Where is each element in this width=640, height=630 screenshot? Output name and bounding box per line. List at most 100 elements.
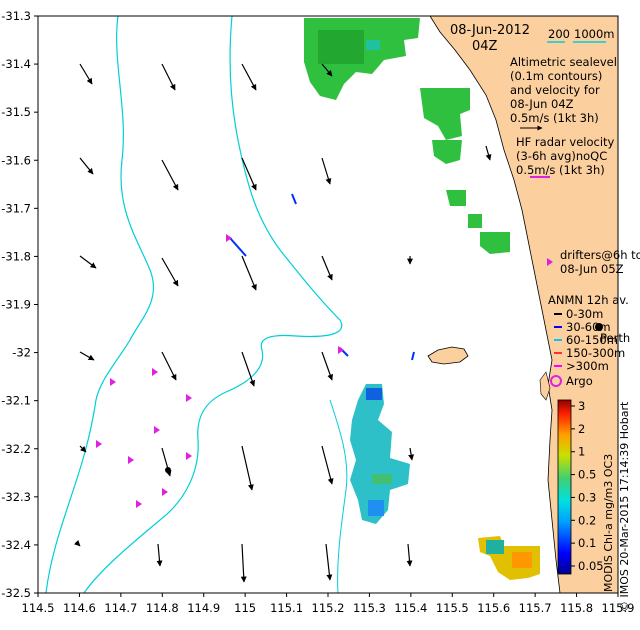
velocity-arrow [241, 157, 257, 191]
rottnest-island [427, 346, 469, 365]
velocity-arrow [485, 145, 492, 161]
drifter-mark [186, 394, 192, 402]
hf-line-2: (3-6h avg)noQC [516, 149, 607, 163]
altimetric-line-3: and velocity for [510, 83, 600, 97]
drifter-mark [162, 488, 168, 496]
perth-label: Perth [600, 331, 630, 345]
y-tick-label: -32.1 [1, 394, 31, 408]
x-tick-label: 115.1 [270, 601, 303, 615]
velocity-arrow [79, 63, 93, 85]
hf-arrow [411, 351, 415, 361]
velocity-arrow [408, 447, 415, 461]
anmn-legend: ANMN 12h av. 0-30m30-60m60-150m150-300m>… [548, 293, 629, 373]
velocity-arrow [240, 543, 247, 583]
velocity-arrow [161, 63, 176, 91]
drifter-mark [110, 378, 116, 386]
map-time: 04Z [472, 39, 498, 54]
velocity-arrow [321, 157, 332, 185]
velocity-arrow [241, 255, 257, 291]
x-axis-ticks: 114.5 114.6 114.7 114.8 114.9 115 115.1 115.2 11… [22, 593, 634, 615]
x-tick-label: 114.8 [146, 601, 179, 615]
altimetry-velocity-arrows [74, 63, 492, 583]
anmn-item-label: 0-30m [566, 307, 603, 321]
colorbar-ticks: 3 2 1 0.5 0.3 0.2 0.1 0.05 [571, 399, 604, 573]
colorbar-tick-label: 0.1 [578, 536, 596, 550]
chlorophyll-patches [304, 18, 540, 580]
anmn-item-label: 150-300m [566, 346, 625, 360]
velocity-arrow [241, 63, 257, 91]
y-tick-label: -31.9 [1, 298, 31, 312]
x-tick-label: 115.3 [353, 601, 386, 615]
drifter-mark [186, 452, 192, 460]
x-tick-label: 114.7 [104, 601, 137, 615]
y-tick-label: -31.5 [1, 105, 31, 119]
chl-patch-southeast-orange [512, 552, 532, 568]
y-tick-label: -32 [12, 346, 31, 360]
velocity-arrow [79, 255, 97, 269]
anmn-item-label: >300m [566, 359, 609, 373]
map-date: 08-Jun-2012 [450, 23, 530, 38]
argo-label: Argo [566, 374, 593, 388]
x-tick-label: 115.2 [312, 601, 345, 615]
velocity-arrow [321, 445, 334, 485]
chl-patch-south-green [372, 474, 392, 484]
scale-1000-label: 1000m [574, 27, 614, 41]
credit-text: © IMOS 20-Mar-2015 17:14:39 Hobart [618, 401, 631, 612]
x-tick-label: 115.5 [436, 601, 469, 615]
chl-patch-south-blue2 [368, 500, 384, 516]
altimetric-line-1: Altimetric sealevel [510, 55, 617, 69]
x-tick-label: 114.9 [187, 601, 220, 615]
drifter-mark [338, 346, 344, 354]
altimetric-line-5: 0.5m/s (1kt 3h) [510, 111, 599, 125]
colorbar-tick-label: 0.05 [578, 559, 604, 573]
drifters-line-1: drifters@6h to [560, 248, 640, 262]
velocity-arrow [156, 543, 163, 567]
colorbar-label: MODIS Chl-a mg/m3 OC3 [602, 454, 615, 592]
velocity-arrow [161, 351, 177, 381]
hf-arrow [229, 237, 247, 257]
altimetric-line-4: 08-Jun 04Z [510, 97, 574, 111]
hf-line-3: 0.5m/s (1kt 3h) [516, 163, 605, 177]
hf-radar-legend: HF radar velocity (3-6h avg)noQC 0.5m/s … [516, 135, 615, 178]
scale-200-label: 200 [548, 27, 570, 41]
chl-patch-southeast-green [486, 540, 504, 554]
x-tick-label: 115.8 [560, 601, 593, 615]
altimetric-line-2: (0.1m contours) [510, 69, 602, 83]
drifter-mark [154, 426, 160, 434]
y-tick-label: -32.5 [1, 586, 31, 600]
drifter-mark [152, 368, 158, 376]
colorbar-tick-label: 0.3 [578, 490, 596, 504]
perth-marker [595, 323, 603, 331]
isobath-1000m [83, 16, 343, 593]
drifter-mark [226, 234, 232, 242]
drifters-line-2: 08-Jun 05Z [560, 262, 624, 276]
drifter-mark [96, 440, 102, 448]
chl-patch-south [350, 384, 410, 524]
y-tick-label: -31.7 [1, 201, 31, 215]
chl-patch-south-blue [366, 388, 382, 400]
x-tick-label: 114.5 [22, 601, 55, 615]
colorbar-tick-label: 0.5 [578, 468, 596, 482]
garden-island [539, 371, 551, 401]
y-axis-ticks: -31.3 -31.4 -31.5 -31.6 -31.7 -31.8 -31.9 -32 -3… [1, 9, 38, 600]
colorbar-tick-label: 2 [578, 422, 585, 436]
hf-arrow [291, 193, 297, 205]
argo-marker [550, 375, 562, 387]
x-tick-label: 115 [234, 601, 256, 615]
velocity-arrow [74, 540, 81, 547]
velocity-arrow [79, 445, 87, 453]
drifter-mark [128, 456, 134, 464]
drifters [96, 234, 344, 508]
chl-patch-mid5 [480, 232, 510, 254]
velocity-arrow [161, 159, 179, 191]
drifter-track-end [165, 467, 171, 473]
colorbar-tick-label: 3 [578, 399, 585, 413]
y-tick-label: -32.4 [1, 538, 31, 552]
velocity-arrow [241, 351, 256, 387]
velocity-arrow [321, 255, 333, 281]
velocity-arrow [161, 257, 179, 287]
isobath-inner [329, 399, 348, 593]
y-tick-label: -31.6 [1, 153, 31, 167]
chl-patch-mid3 [446, 190, 466, 206]
y-tick-label: -31.4 [1, 57, 31, 71]
